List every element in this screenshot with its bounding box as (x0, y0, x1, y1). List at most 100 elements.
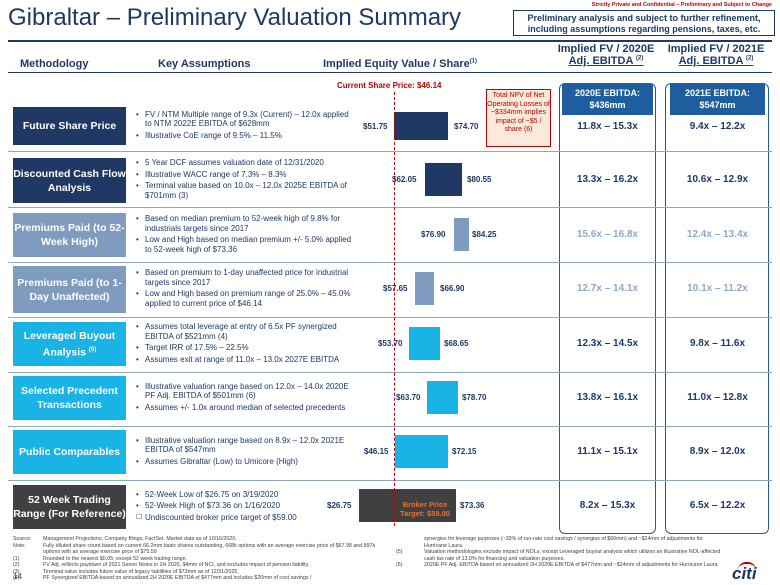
range-bar-52wk-trading-range (359, 489, 456, 522)
footnote-tag: (3) (13, 568, 20, 575)
footnote-tag: Source: (13, 536, 32, 542)
header-fv-2021-line2-text: Adj. EBITDA (678, 55, 743, 67)
bullet: Assumes +/- 1.0x around median of select… (135, 403, 357, 413)
footnote-tag: (4) (13, 575, 20, 581)
bullet: Low and High based on premium range of 2… (135, 289, 357, 308)
method-lbo-label: Leveraged Buyout Analysis (23, 329, 116, 359)
high-value: $78.70 (462, 393, 487, 402)
range-bar-public-comparables (395, 435, 448, 468)
multiple-2021: 9.4x – 12.2x (689, 121, 746, 132)
header-implied-equity: Implied Equity Value / Share(1) (323, 58, 477, 70)
multiple-2021: 11.0x – 12.8x (687, 392, 748, 403)
bullet: Illustrative WACC range of 7.3% – 8.3% (135, 170, 357, 180)
footnote-tag: (5) (396, 549, 403, 555)
multiple-2021: 10.6x – 12.9x (686, 174, 749, 185)
bullet: Undiscounted broker price target of $59.… (135, 513, 357, 523)
npv-note-box: Total NPV of Net Operating Losses of ~$3… (486, 89, 551, 147)
row-divider (8, 317, 772, 318)
row-divider (8, 151, 772, 152)
bullet: Illustrative CoE range of 9.5% – 11.5% (135, 131, 357, 141)
multiple-2020: 15.6x – 16.8x (576, 229, 639, 240)
method-lbo-text: Leveraged Buyout Analysis (5) (13, 329, 126, 360)
low-value: $26.75 (327, 501, 352, 510)
low-value: $62.05 (392, 175, 417, 184)
footnote: synergies for leverage purposes (~33% of… (396, 536, 726, 549)
method-precedent-transactions: Selected Precedent Transactions (13, 376, 126, 420)
assumptions-future-share-price: FV / NTM Multiple range of 9.3x (Current… (135, 105, 357, 147)
header-fv-2021-line1: Implied FV / 2021E (667, 43, 765, 55)
header-divider (8, 72, 772, 73)
multiple-2021: 9.8x – 11.6x (689, 338, 746, 349)
high-value: $72.15 (452, 447, 477, 456)
header-fv-2020-line2: Adj. EBITDA (2) (556, 55, 656, 67)
bullet: Target IRR of 17.5% – 22.5% (135, 343, 357, 353)
row-divider (8, 207, 772, 208)
multiple-2020: 11.8x – 15.3x (577, 121, 638, 132)
multiple-2020: 11.1x – 15.1x (577, 446, 638, 457)
footnote-text: Valuation methodologies exclude impact o… (424, 549, 721, 562)
bullet: 52-Week Low of $26.75 on 3/19/2020 (135, 490, 357, 500)
low-value: $63.70 (396, 393, 421, 402)
bullet: Illustrative valuation range based on 8.… (135, 436, 357, 455)
title-divider (8, 40, 772, 42)
method-lbo: Leveraged Buyout Analysis (5) (13, 322, 126, 366)
broker-price-target: Broker Price Target: $59.00 (400, 500, 450, 518)
header-fv-2021-line2: Adj. EBITDA (2) (664, 55, 768, 67)
multiple-2020: 8.2x – 15.3x (579, 500, 636, 511)
footnote-tag: Note: (13, 542, 26, 549)
range-bar-premiums-52wk (454, 218, 469, 251)
method-public-comparables: Public Comparables (13, 430, 126, 474)
high-value: $80.55 (467, 175, 492, 184)
multiple-2020: 12.3x – 14.5x (576, 338, 639, 349)
footnote: (3) Terminal value includes future value … (13, 569, 388, 576)
current-share-price: Current Share Price: $46.14 (337, 81, 442, 90)
footnote: Note: Fully diluted share count based on … (13, 543, 388, 556)
high-value: $74.70 (454, 122, 479, 131)
header-fv-2020: Implied FV / 2020E Adj. EBITDA (2) (556, 43, 656, 67)
footnote-text: 2020E PF Adj. EBITDA based on annualized… (424, 562, 719, 568)
ebitda-2021-header: 2021E EBITDA: $547mm (670, 84, 765, 115)
low-value: $76.90 (421, 230, 446, 239)
page-number: 14 (13, 572, 22, 581)
header-methodology: Methodology (20, 58, 89, 70)
low-value: $46.15 (364, 447, 389, 456)
assumptions-premiums-52wk: Based on median premium to 52-week high … (135, 210, 357, 260)
footnote-text: Fully diluted share count based on curre… (43, 542, 376, 556)
bullet: Based on median premium to 52-week high … (135, 214, 357, 233)
footnotes-left: Source: Management Projections, Company f… (13, 536, 388, 582)
header-fv-2020-line1: Implied FV / 2020E (557, 43, 655, 55)
range-bar-dcf (425, 163, 462, 196)
citi-logo-arc (738, 562, 756, 570)
row-divider (8, 426, 772, 427)
low-value: $57.65 (383, 284, 408, 293)
footnote: (4) PF Synergized EBITDA based on annuali… (13, 575, 388, 582)
high-value: $84.25 (472, 230, 497, 239)
footnote: (2) FV Adj. reflects paydown of 2021 Seni… (13, 562, 388, 569)
method-dcf: Discounted Cash Flow Analysis (13, 158, 126, 203)
range-bar-lbo (409, 327, 440, 360)
method-52wk-trading-range: 52 Week Trading Range (For Reference) (13, 485, 126, 529)
assumptions-52wk-trading-range: 52-Week Low of $26.75 on 3/19/2020 52-We… (135, 483, 357, 531)
assumptions-public-comparables: Illustrative valuation range based on 8.… (135, 428, 357, 476)
footnote-tag (396, 536, 424, 549)
low-value: $53.70 (378, 339, 403, 348)
header-fv-2021-sup: (2) (746, 55, 754, 62)
bullet: Terminal value based on 10.0x – 12.0x 20… (135, 181, 357, 200)
multiple-2021: 6.5x – 12.2x (689, 500, 746, 511)
footnote-text: Rounded to the nearest $0.05; except 52 … (43, 555, 187, 562)
footnote: (5) Valuation methodologies exclude impac… (396, 549, 726, 562)
footnote-tag: (2) (13, 562, 20, 568)
page-title: Gibraltar – Preliminary Valuation Summar… (8, 4, 462, 31)
multiple-2020: 12.7x – 14.1x (576, 283, 639, 294)
header-implied-text: Implied Equity Value / Share (323, 58, 470, 70)
range-bar-premiums-1day (415, 272, 434, 305)
high-value: $68.65 (444, 339, 469, 348)
citi-logo: citi (732, 564, 757, 583)
footnote-tag: (1) (13, 555, 20, 562)
header-fv-2020-sup: (2) (636, 55, 644, 62)
footnote-text: PF Synergized EBITDA based on annualized… (43, 575, 312, 581)
header-fv-2020-line2-text: Adj. EBITDA (568, 55, 633, 67)
range-bar-precedent-transactions (427, 381, 458, 414)
assumptions-dcf: 5 Year DCF assumes valuation date of 12/… (135, 155, 357, 205)
method-future-share-price: Future Share Price (13, 107, 126, 145)
